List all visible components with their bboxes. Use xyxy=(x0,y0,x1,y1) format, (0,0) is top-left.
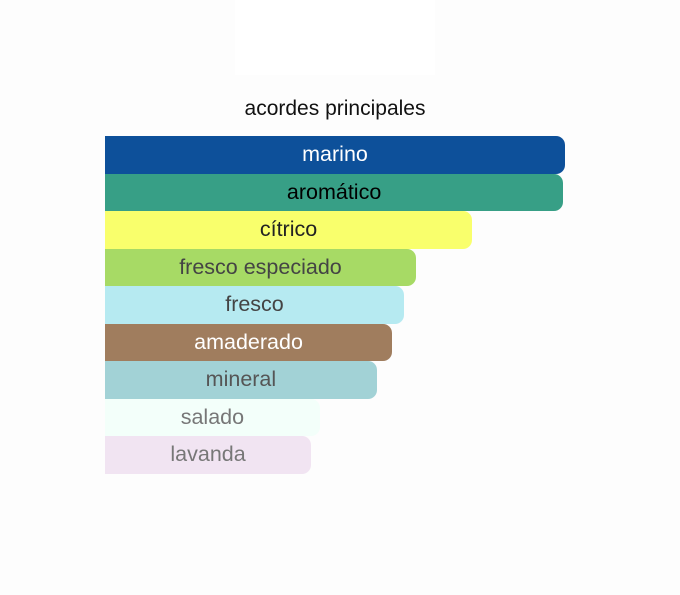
accord-bar: amaderado xyxy=(105,323,393,361)
accord-bar: cítrico xyxy=(105,211,473,249)
header-placeholder xyxy=(235,0,435,75)
accord-bar: salado xyxy=(105,398,320,436)
accord-bar: fresco xyxy=(105,286,404,324)
accord-bar: marino xyxy=(105,136,565,174)
accord-bar: fresco especiado xyxy=(105,248,416,286)
accord-bar: mineral xyxy=(105,361,377,399)
accord-bar: lavanda xyxy=(105,436,312,474)
accord-bar: aromático xyxy=(105,173,564,211)
section-title: acordes principales xyxy=(244,97,426,120)
accords-list: marino aromático cítrico fresco especiado fr… xyxy=(105,136,565,474)
